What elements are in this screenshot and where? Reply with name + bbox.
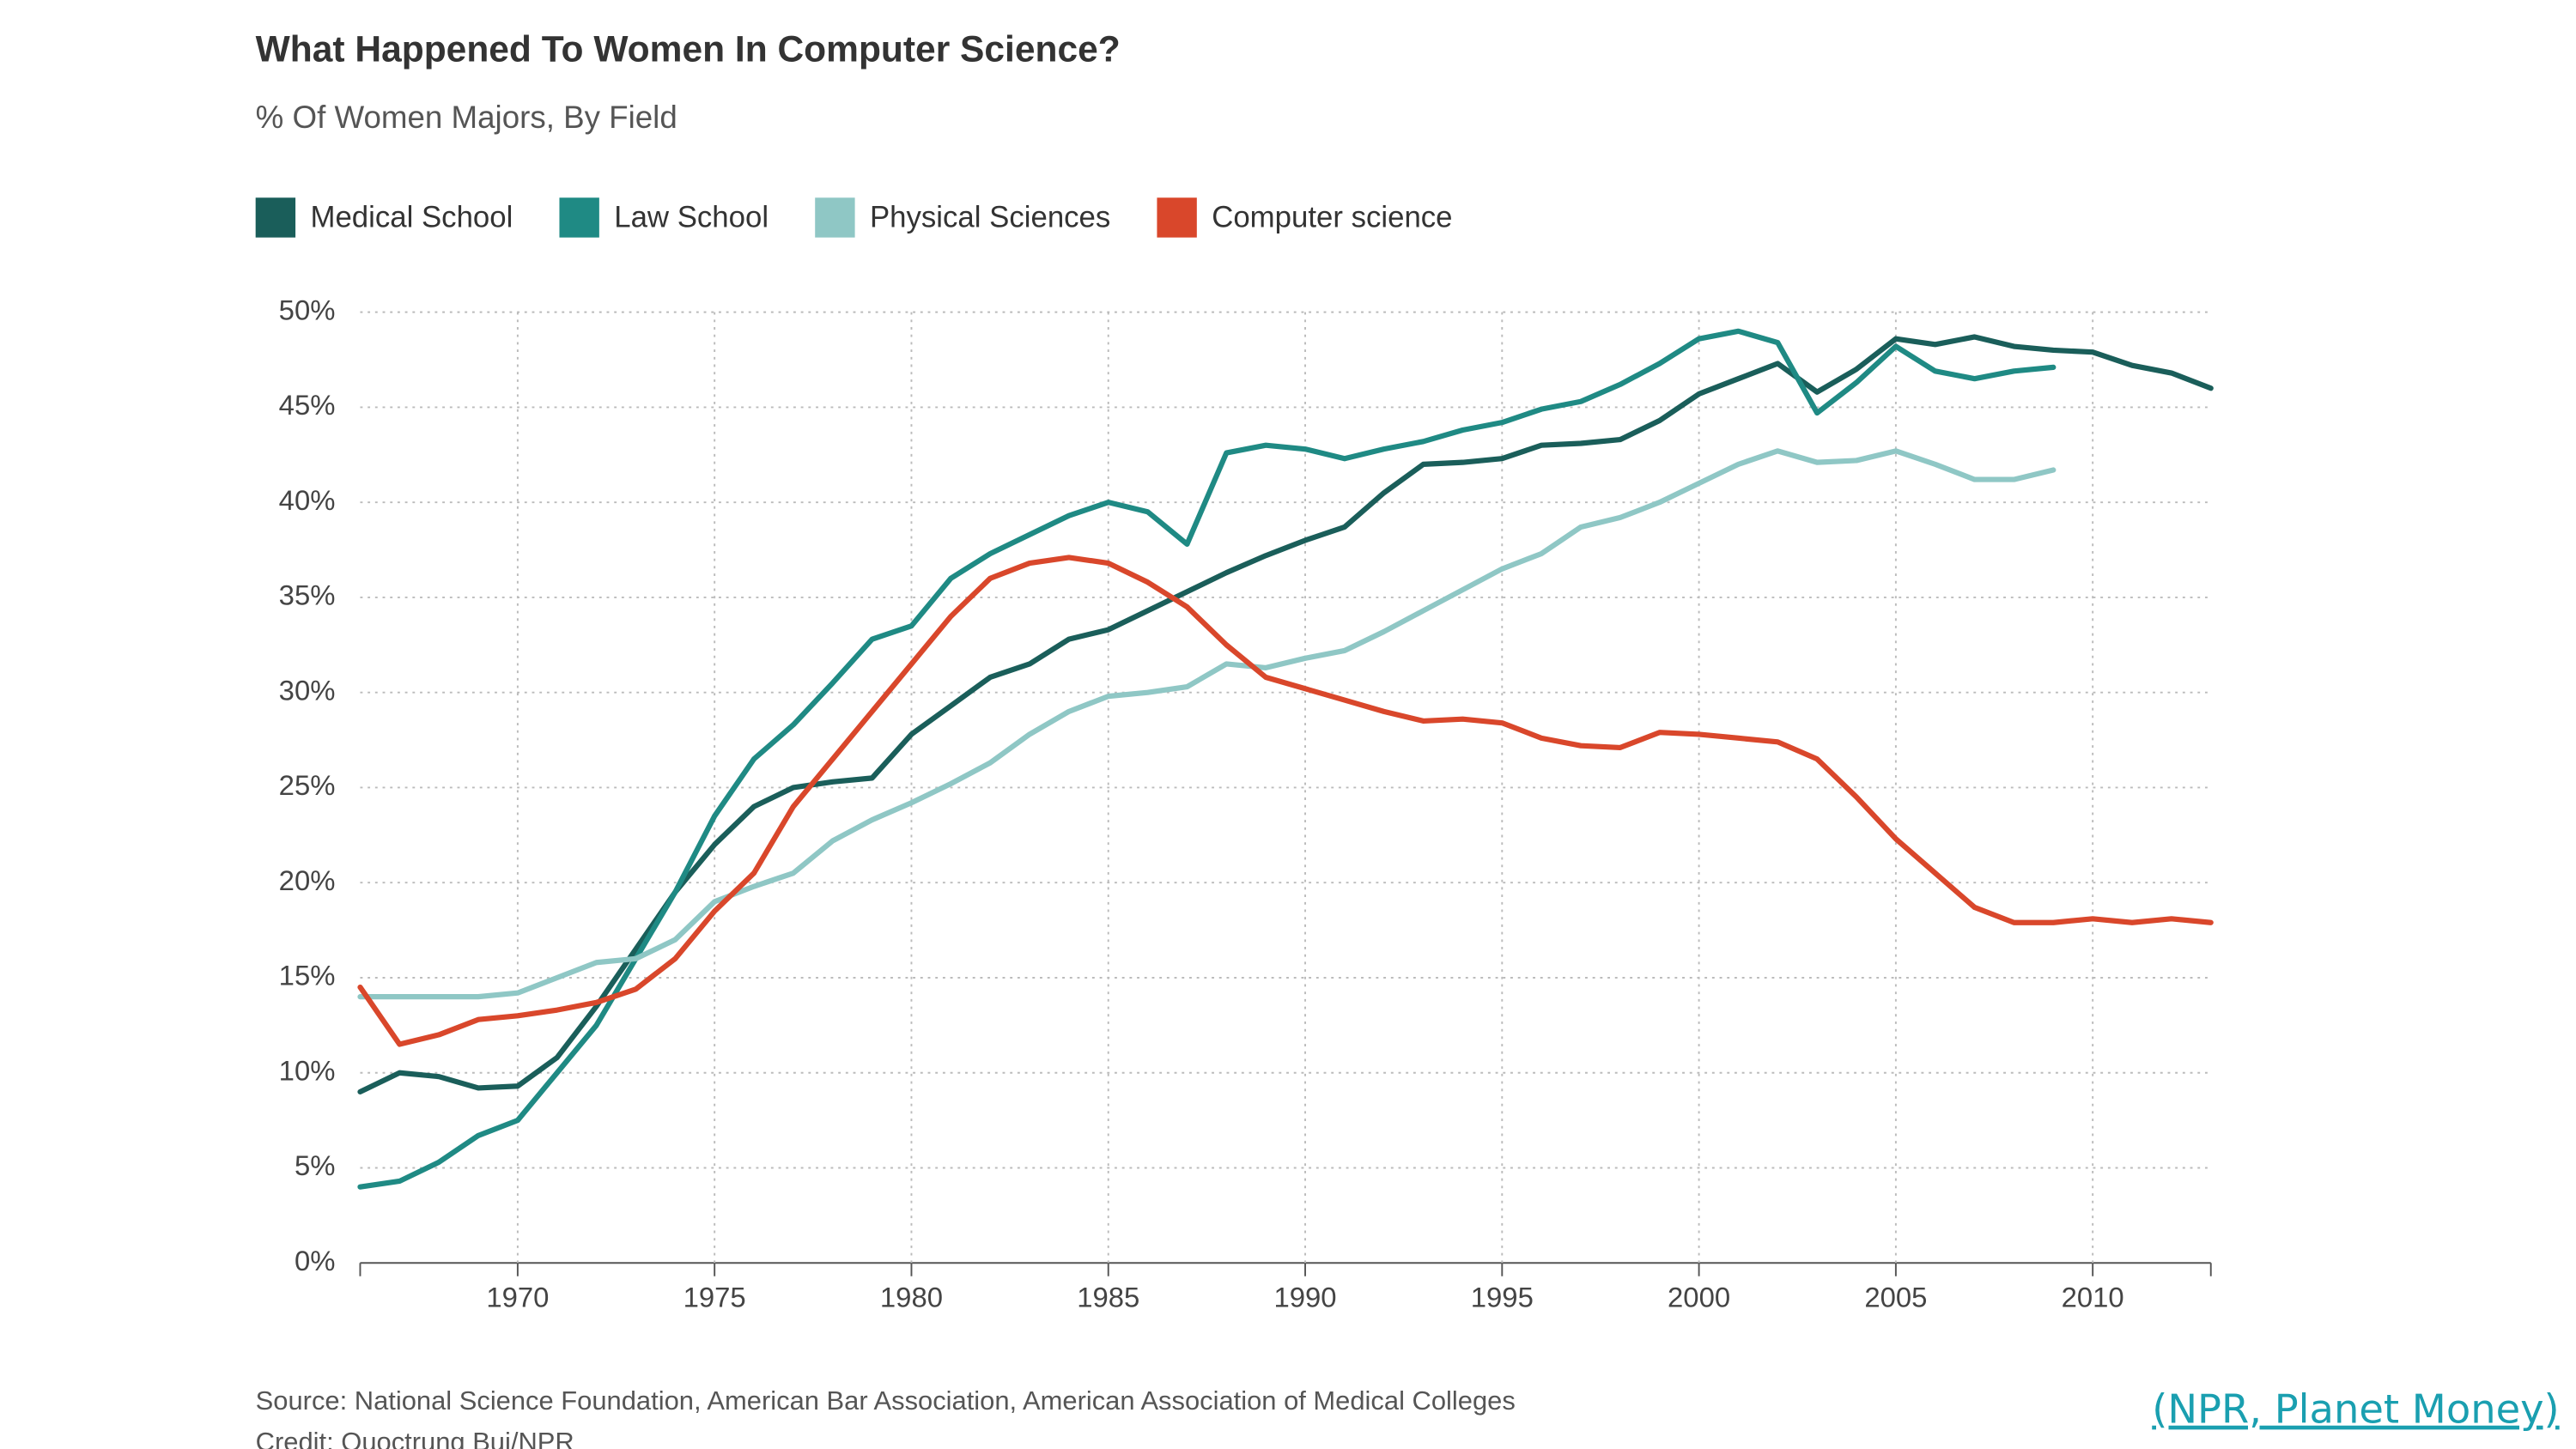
x-tick-label: 1985 [1077,1281,1139,1313]
x-tick-label: 1990 [1273,1281,1336,1313]
y-tick-label: 45% [279,389,336,421]
legend-label: Physical Sciences [870,202,1110,234]
x-tick-label: 1980 [880,1281,943,1313]
credit: Credit: Quoctrung Bui/NPR [256,1427,574,1449]
y-tick-label: 30% [279,674,336,706]
legend-swatch [255,197,296,238]
y-tick-label: 40% [279,484,336,516]
y-tick-label: 5% [295,1149,336,1181]
legend-swatch [815,197,855,238]
x-tick-label: 2010 [2062,1281,2124,1313]
legend-swatch [559,197,599,238]
chart-subtitle: % Of Women Majors, By Field [256,100,677,135]
legend-swatch [1157,197,1197,238]
y-tick-label: 25% [279,769,336,801]
y-tick-label: 20% [279,864,336,896]
legend-label: Medical School [310,202,513,234]
series-line [357,555,2214,1047]
y-tick-label: 10% [279,1054,336,1086]
series-line [357,448,2057,1000]
chart-title: What Happened To Women In Computer Scien… [256,29,1121,70]
y-tick-label: 35% [279,579,336,611]
series-line [357,334,2214,1094]
x-tick-label: 1975 [683,1281,746,1313]
series-line [357,328,2057,1190]
x-tick-label: 1970 [486,1281,549,1313]
source-link[interactable]: (NPR, Planet Money) [2152,1386,2559,1433]
y-tick-label: 50% [279,294,336,325]
x-tick-label: 1995 [1471,1281,1534,1313]
x-tick-label: 2005 [1864,1281,1927,1313]
legend-label: Law School [614,202,769,234]
x-tick-label: 2000 [1668,1281,1730,1313]
y-tick-label: 0% [295,1245,336,1276]
source: Source: National Science Foundation, Ame… [256,1385,1516,1416]
legend-label: Computer science [1212,202,1452,234]
y-tick-label: 15% [279,960,336,991]
